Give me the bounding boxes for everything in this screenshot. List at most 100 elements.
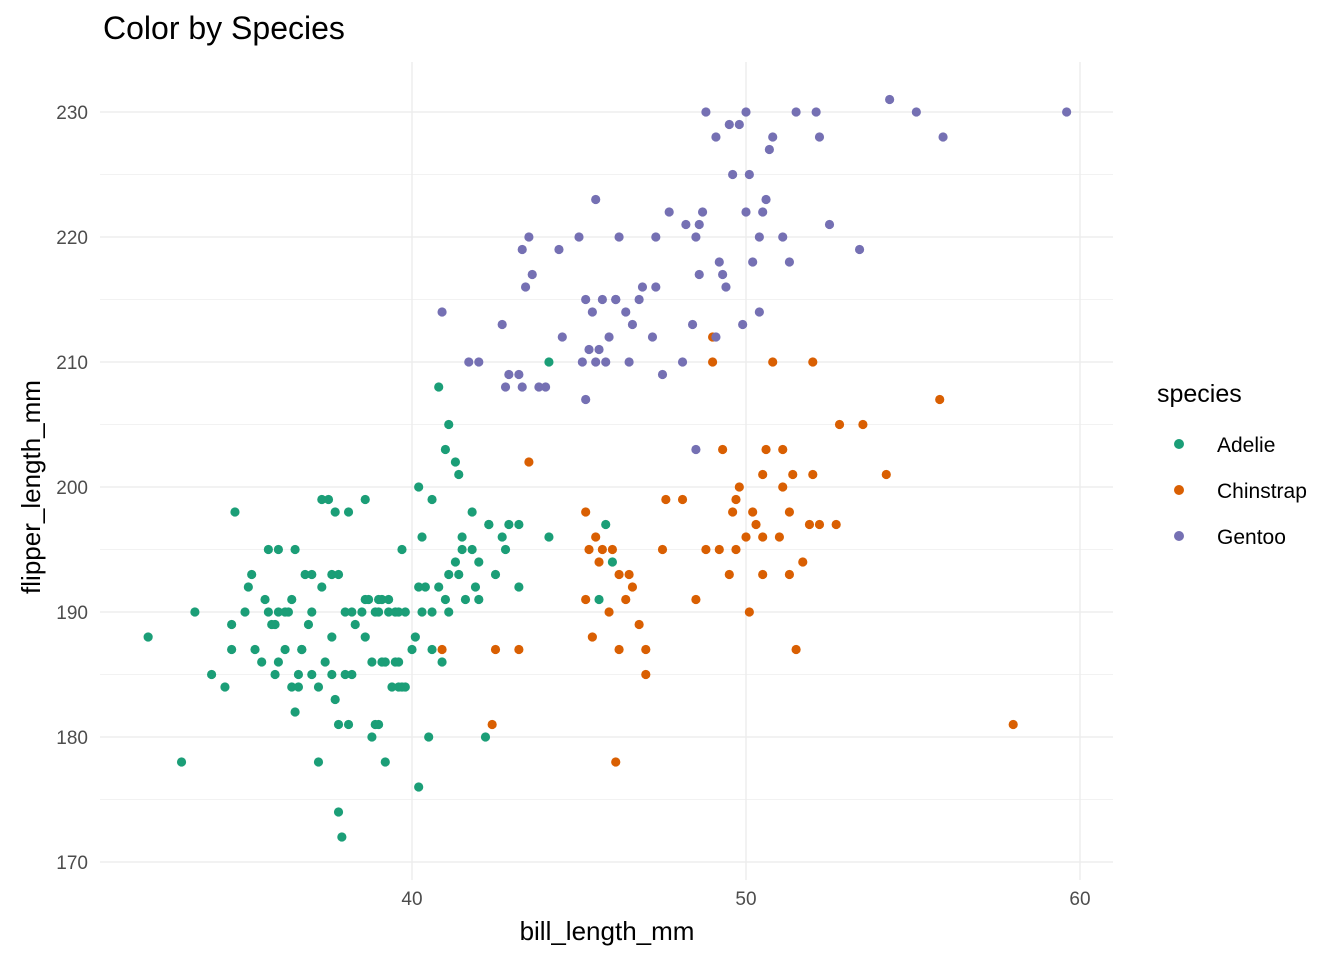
point-gentoo: [811, 107, 821, 117]
point-adelie: [434, 582, 444, 592]
point-adelie: [407, 644, 417, 655]
point-gentoo: [768, 132, 778, 142]
y-tick-label: 200: [56, 478, 88, 499]
point-gentoo: [651, 282, 661, 292]
point-adelie: [457, 544, 467, 555]
point-adelie: [470, 582, 481, 592]
point-adelie: [427, 644, 437, 655]
point-gentoo: [591, 194, 601, 205]
point-gentoo: [711, 132, 721, 142]
legend-title: species: [1157, 380, 1242, 408]
point-adelie: [414, 482, 424, 492]
point-adelie: [280, 607, 290, 617]
point-chinstrap: [641, 644, 651, 655]
point-chinstrap: [808, 357, 818, 367]
point-gentoo: [581, 294, 591, 305]
point-gentoo: [464, 357, 474, 367]
point-gentoo: [718, 269, 728, 280]
point-adelie: [327, 632, 337, 642]
point-adelie: [360, 632, 370, 642]
point-adelie: [444, 569, 454, 580]
point-chinstrap: [708, 357, 718, 367]
point-adelie: [307, 607, 317, 617]
point-gentoo: [524, 232, 534, 242]
point-adelie: [313, 757, 324, 767]
point-adelie: [290, 544, 300, 555]
point-gentoo: [758, 207, 768, 217]
point-chinstrap: [490, 644, 501, 655]
point-adelie: [384, 607, 394, 617]
point-gentoo: [784, 257, 795, 267]
point-chinstrap: [514, 644, 524, 655]
point-chinstrap: [1008, 719, 1018, 730]
point-gentoo: [1062, 107, 1072, 117]
point-chinstrap: [751, 519, 761, 530]
point-adelie: [360, 494, 370, 505]
point-chinstrap: [798, 557, 808, 567]
point-adelie: [227, 644, 237, 655]
y-tick-label: 180: [56, 728, 88, 749]
point-gentoo: [754, 232, 764, 242]
point-gentoo: [697, 207, 708, 217]
point-chinstrap: [731, 544, 741, 555]
point-adelie: [454, 569, 464, 580]
point-adelie: [454, 469, 464, 480]
point-gentoo: [691, 232, 701, 242]
point-adelie: [347, 669, 357, 680]
point-chinstrap: [594, 557, 604, 567]
point-gentoo: [587, 307, 597, 317]
point-adelie: [340, 607, 350, 617]
point-chinstrap: [627, 582, 638, 592]
y-axis-title: flipper_length_mm: [16, 380, 46, 594]
point-adelie: [330, 507, 340, 517]
point-adelie: [176, 757, 187, 767]
point-chinstrap: [611, 757, 621, 767]
point-chinstrap: [731, 494, 741, 505]
point-adelie: [480, 732, 491, 742]
point-adelie: [263, 607, 273, 617]
x-tick-label: 40: [401, 889, 422, 910]
point-chinstrap: [641, 669, 651, 680]
point-adelie: [544, 357, 554, 367]
grid-lines: [100, 62, 1113, 880]
point-adelie: [320, 657, 330, 667]
point-gentoo: [938, 132, 948, 142]
point-adelie: [263, 544, 273, 555]
point-adelie: [607, 557, 618, 567]
point-chinstrap: [677, 494, 688, 505]
point-chinstrap: [834, 419, 845, 430]
point-gentoo: [624, 357, 634, 367]
point-gentoo: [500, 382, 511, 392]
point-adelie: [500, 544, 511, 555]
point-gentoo: [597, 294, 607, 305]
point-adelie: [327, 669, 337, 680]
point-chinstrap: [634, 619, 644, 630]
point-gentoo: [581, 394, 591, 405]
point-adelie: [333, 719, 344, 730]
point-adelie: [270, 669, 280, 680]
point-gentoo: [741, 107, 751, 117]
point-adelie: [387, 682, 397, 692]
point-adelie: [544, 532, 554, 542]
point-adelie: [450, 457, 461, 467]
point-gentoo: [621, 307, 631, 317]
point-gentoo: [728, 169, 738, 180]
point-adelie: [484, 519, 494, 530]
point-adelie: [350, 619, 360, 630]
point-chinstrap: [657, 544, 668, 555]
point-chinstrap: [761, 444, 771, 455]
point-chinstrap: [724, 569, 734, 580]
point-adelie: [504, 519, 514, 530]
point-adelie: [190, 607, 200, 617]
point-chinstrap: [437, 644, 447, 655]
point-adelie: [300, 569, 310, 580]
point-gentoo: [814, 132, 825, 142]
point-gentoo: [854, 244, 865, 255]
point-chinstrap: [581, 507, 591, 517]
point-gentoo: [657, 369, 668, 380]
point-gentoo: [634, 294, 644, 305]
point-chinstrap: [748, 507, 758, 517]
point-adelie: [357, 607, 367, 617]
point-adelie: [437, 657, 447, 667]
